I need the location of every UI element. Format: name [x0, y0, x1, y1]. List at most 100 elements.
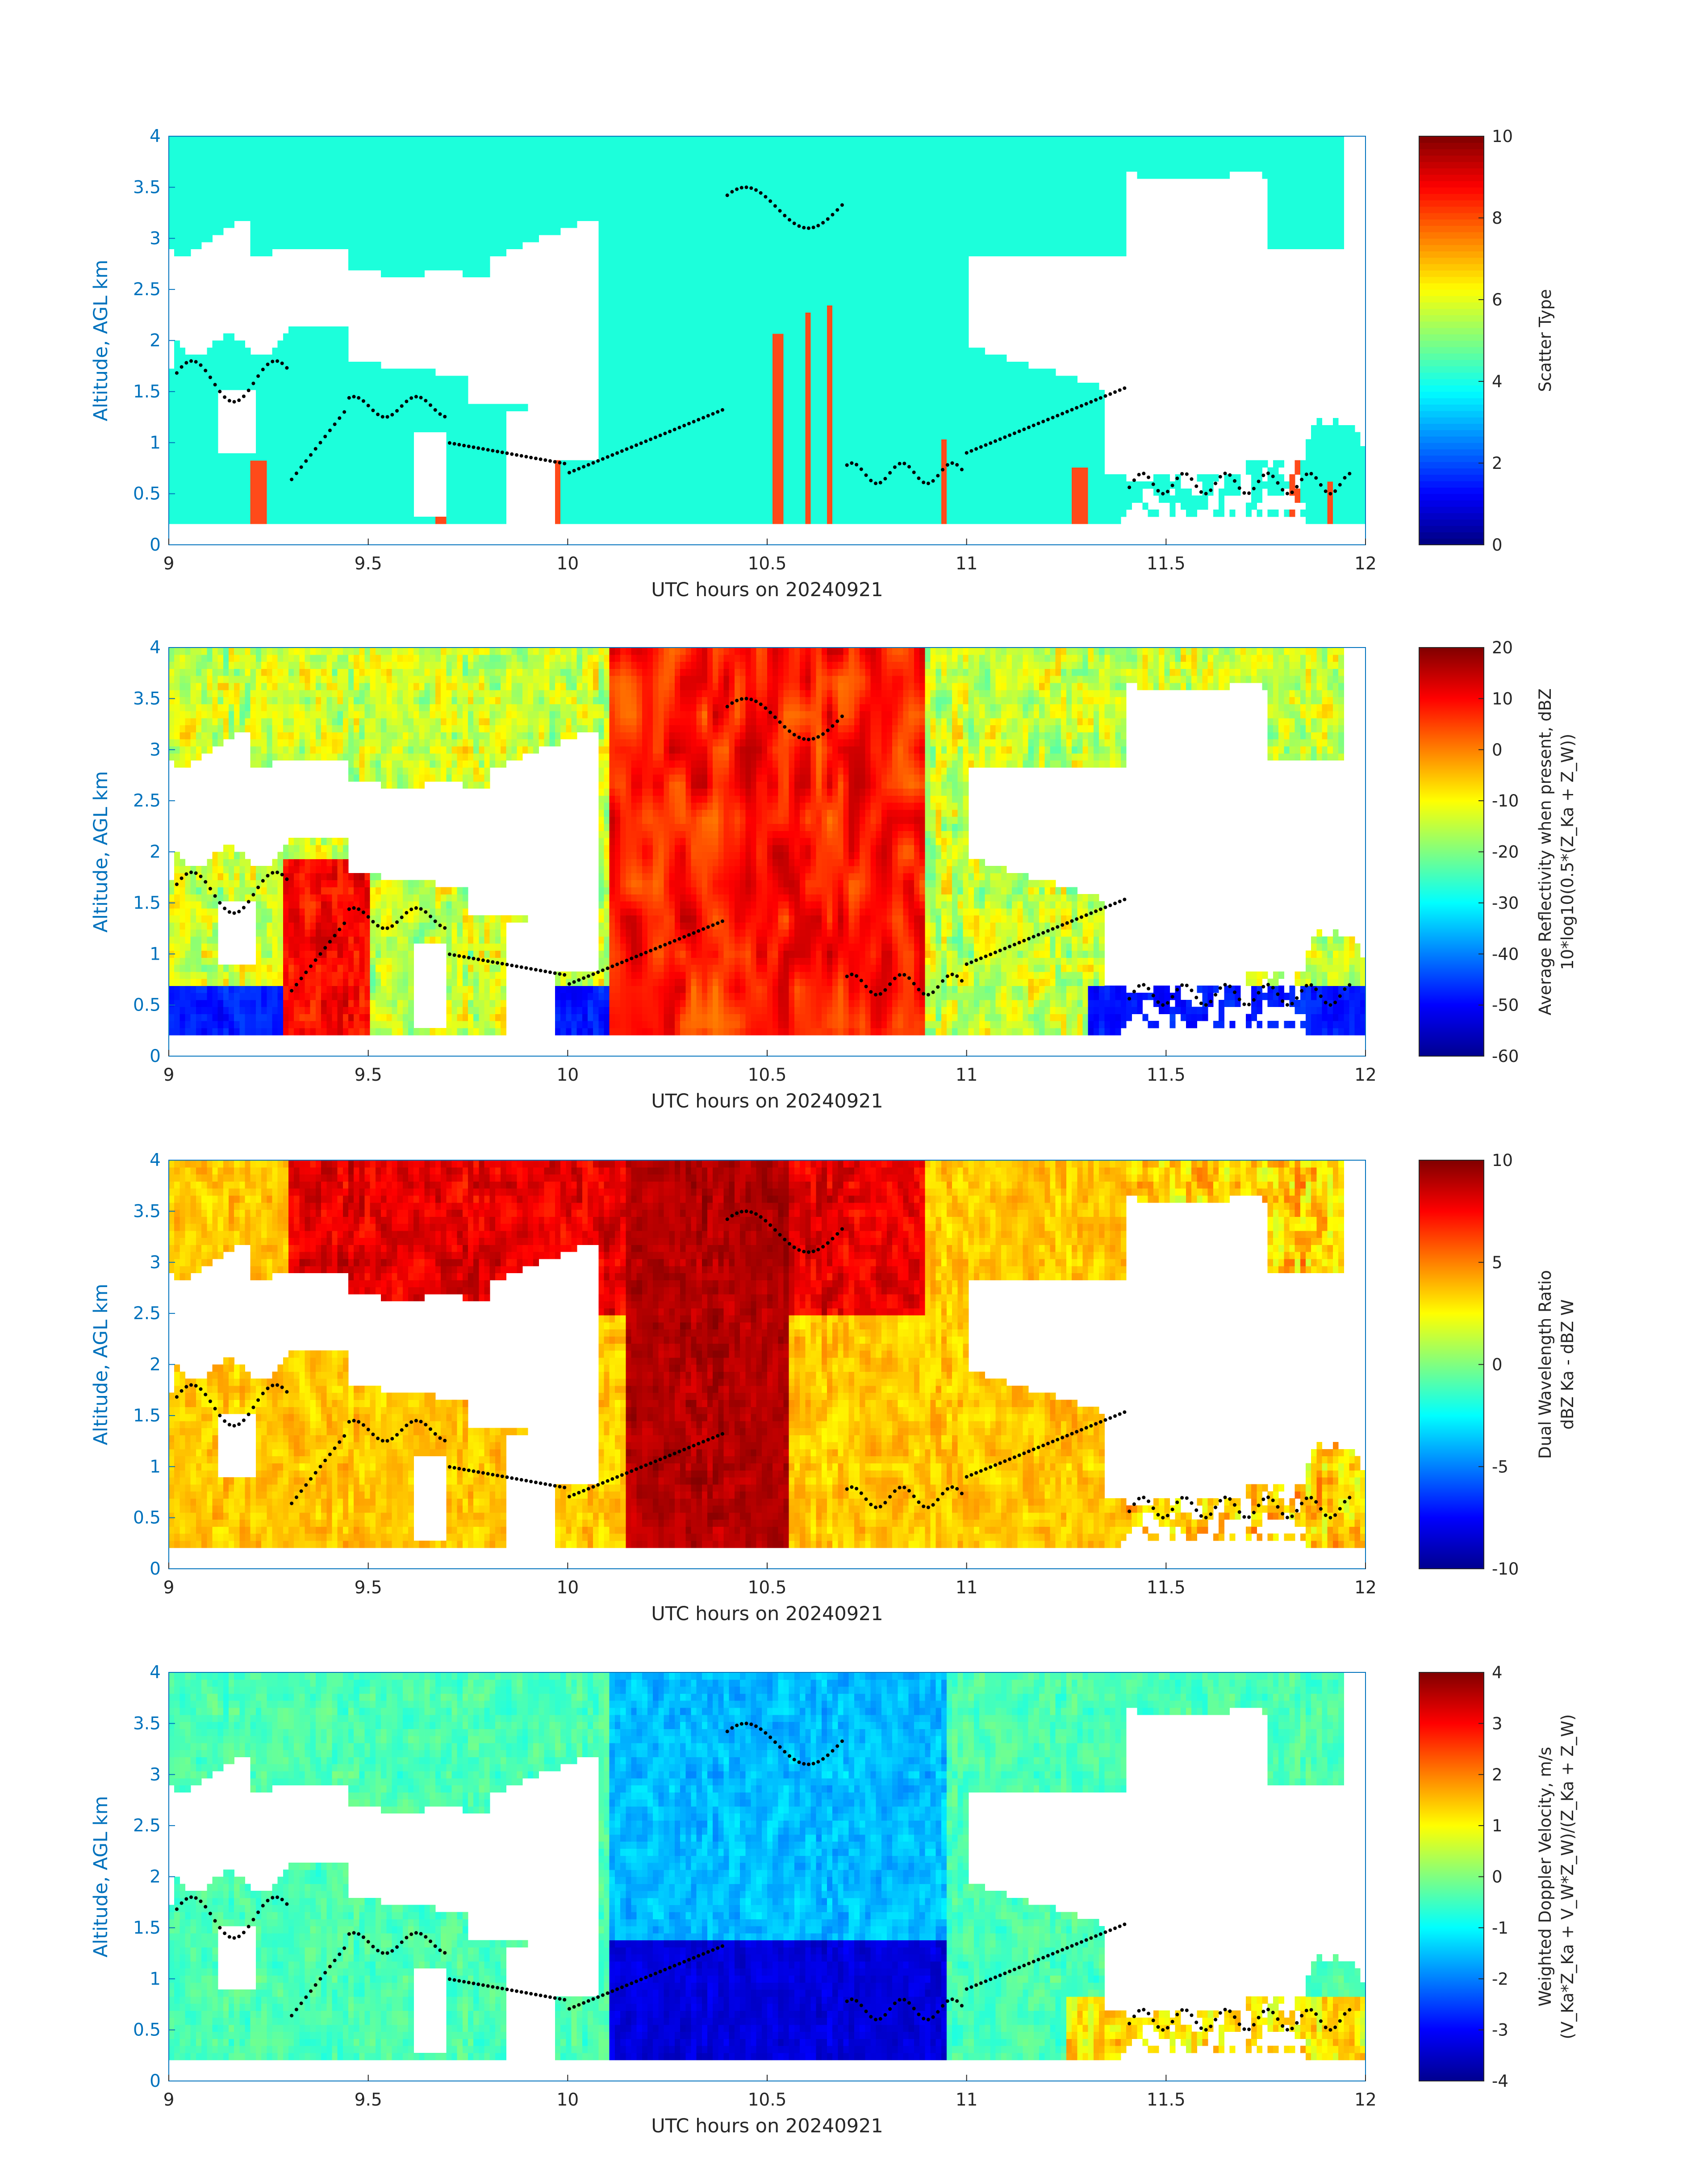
heatmap-cell — [626, 235, 631, 242]
heatmap-cell — [658, 502, 664, 510]
heatmap-cell — [326, 390, 332, 397]
heatmap-cell — [256, 164, 262, 171]
heatmap-cell — [653, 439, 659, 446]
heatmap-cell — [713, 305, 718, 313]
heatmap-cell — [718, 355, 724, 362]
heatmap-cell — [207, 369, 213, 376]
heatmap-cell — [642, 418, 648, 425]
heatmap-cell — [533, 207, 539, 214]
heatmap-cell — [343, 474, 349, 481]
heatmap-cell — [751, 326, 757, 334]
heatmap-cell — [751, 453, 757, 460]
heatmap-cell — [822, 468, 827, 475]
heatmap-cell — [713, 270, 718, 277]
heatmap-cell — [288, 369, 294, 376]
heatmap-cell — [452, 496, 458, 503]
heatmap-cell — [604, 334, 610, 341]
heatmap-cell — [767, 376, 773, 383]
heatmap-cell — [338, 150, 343, 158]
heatmap-cell — [473, 460, 479, 468]
heatmap-cell — [223, 221, 229, 228]
heatmap-cell — [631, 228, 637, 235]
heatmap-cell — [495, 249, 501, 256]
heatmap-cell — [201, 164, 207, 171]
heatmap-cell — [310, 510, 316, 517]
heatmap-cell — [560, 179, 566, 186]
heatmap-cell — [310, 369, 316, 376]
heatmap-cell — [239, 517, 245, 524]
heatmap-cell — [685, 481, 691, 489]
heatmap-cell — [653, 185, 659, 192]
heatmap-cell — [528, 157, 534, 164]
heatmap-cell — [691, 510, 697, 517]
heatmap-cell — [490, 235, 496, 242]
heatmap-cell — [272, 200, 278, 207]
heatmap-cell — [245, 179, 251, 186]
heatmap-cell — [348, 150, 354, 158]
heatmap-cell — [484, 150, 490, 158]
heatmap-cell — [522, 179, 528, 186]
heatmap-cell — [473, 228, 479, 235]
heatmap-cell — [413, 143, 419, 150]
heatmap-cell — [615, 326, 621, 334]
heatmap-cell — [435, 376, 441, 383]
heatmap-cell — [647, 390, 653, 397]
heatmap-cell — [397, 192, 403, 200]
heatmap-cell — [457, 221, 463, 228]
heatmap-cell — [435, 185, 441, 192]
heatmap-cell — [381, 171, 387, 179]
heatmap-cell — [751, 517, 757, 524]
heatmap-cell — [425, 171, 430, 179]
heatmap-cell — [506, 207, 512, 214]
heatmap-cell — [697, 291, 702, 298]
heatmap-cell — [762, 432, 768, 439]
heatmap-cell — [191, 214, 196, 221]
heatmap-cell — [381, 517, 387, 524]
heatmap-cell — [675, 305, 681, 313]
heatmap-cell — [408, 171, 414, 179]
heatmap-cell — [392, 235, 398, 242]
heatmap-cell — [713, 207, 718, 214]
heatmap-cell — [794, 319, 800, 326]
heatmap-cell — [326, 369, 332, 376]
heatmap-cell — [707, 341, 713, 348]
heatmap-cell — [386, 502, 392, 510]
heatmap-cell — [664, 453, 670, 460]
heatmap-cell — [598, 136, 604, 143]
heatmap-cell — [239, 192, 245, 200]
heatmap-cell — [724, 207, 730, 214]
heatmap-cell — [201, 228, 207, 235]
heatmap-cell — [740, 326, 746, 334]
heatmap-cell — [582, 164, 588, 171]
heatmap-cell — [174, 411, 180, 418]
heatmap-cell — [615, 291, 621, 298]
heatmap-cell — [794, 298, 800, 305]
heatmap-cell — [229, 164, 234, 171]
heatmap-cell — [620, 432, 626, 439]
heatmap-cell — [789, 446, 795, 453]
heatmap-cell — [338, 390, 343, 397]
heatmap-cell — [354, 496, 359, 503]
heatmap-cell — [201, 474, 207, 481]
heatmap-cell — [326, 496, 332, 503]
heatmap-cell — [343, 453, 349, 460]
heatmap-cell — [386, 404, 392, 411]
heatmap-cell — [299, 446, 305, 453]
heatmap-cell — [697, 474, 702, 481]
heatmap-cell — [713, 319, 718, 326]
heatmap-cell — [647, 291, 653, 298]
heatmap-cell — [735, 460, 740, 468]
heatmap-cell — [800, 171, 806, 179]
heatmap-cell — [397, 510, 403, 517]
heatmap-cell — [234, 200, 240, 207]
heatmap-cell — [473, 510, 479, 517]
heatmap-cell — [169, 502, 175, 510]
heatmap-cell — [735, 291, 740, 298]
heatmap-cell — [174, 207, 180, 214]
heatmap-cell — [473, 200, 479, 207]
heatmap-cell — [332, 481, 338, 489]
heatmap-cell — [675, 143, 681, 150]
heatmap-cell — [773, 460, 778, 468]
heatmap-cell — [647, 489, 653, 496]
heatmap-cell — [626, 425, 631, 432]
